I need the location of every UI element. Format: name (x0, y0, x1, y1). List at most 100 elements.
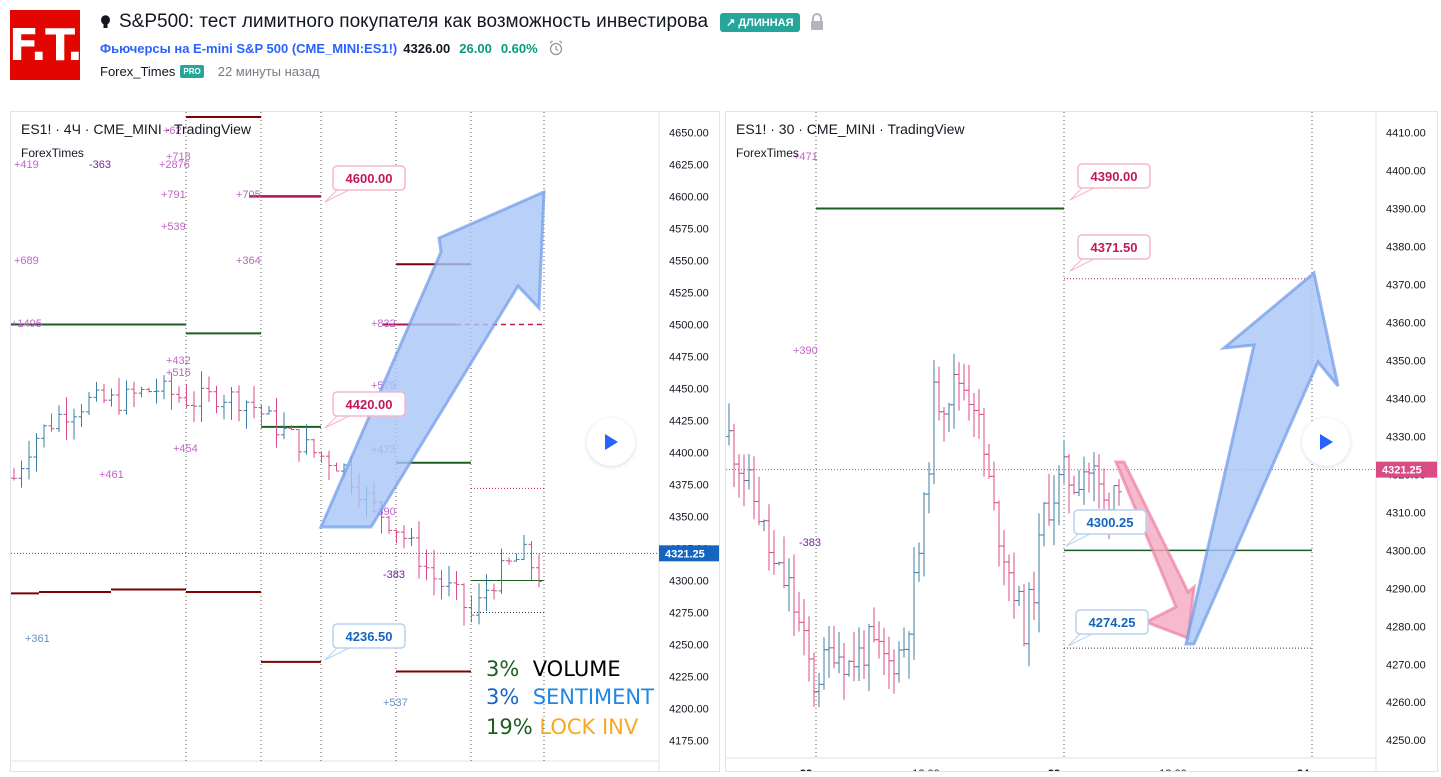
price-callout-label: 4420.00 (346, 397, 393, 412)
price-callout-box (332, 623, 406, 649)
y-tick-label: 4300.00 (669, 576, 709, 588)
y-tick-label: 4390.00 (1386, 204, 1426, 216)
idea-title: S&P500: тест лимитного покупателя как во… (100, 11, 824, 33)
chart-pane-4h[interactable]: 4650.00 4625.00 4600.00 4575.00 4550.00 4525.… (10, 111, 720, 772)
forecast-arrow (1184, 270, 1340, 646)
price-callout-box (332, 165, 406, 191)
price-callout-box (1073, 509, 1147, 535)
y-tick-label: 4330.00 (1386, 431, 1426, 443)
chart-pane-30m[interactable]: 4410.00 4400.00 4390.00 4380.00 4370.00 4360.… (725, 111, 1438, 772)
y-tick-label: 4350.00 (669, 512, 709, 524)
volume-label: +454 (173, 443, 198, 455)
volume-label: +689 (14, 255, 39, 267)
pro-badge: PRO (180, 65, 204, 78)
y-tick-label: 4475.00 (669, 351, 709, 363)
y-tick-label: 4280.00 (1386, 621, 1426, 633)
last-price-marker (1376, 461, 1437, 478)
volume-label: +364 (236, 255, 261, 267)
long-badge: ↗ ДЛИННАЯ (720, 12, 800, 32)
volume-label: +2876 (159, 159, 190, 171)
y-tick-label: 4290.00 (1386, 583, 1426, 595)
forecast-arrow (1113, 460, 1196, 641)
callout-pointer (1069, 187, 1095, 201)
x-tick-label: 23 (1048, 768, 1060, 771)
symbol-row: Фьючерсы на E-mini S&P 500 (CME_MINI:ES1… (100, 40, 564, 56)
y-tick-label: 4380.00 (1386, 242, 1426, 254)
y-tick-label: 4575.00 (669, 223, 709, 235)
forex-times-logo[interactable]: F.T. (9, 10, 83, 80)
play-button[interactable] (587, 418, 635, 466)
price-callout-label: 4236.50 (346, 629, 393, 644)
price-callout-box (1075, 609, 1149, 635)
y-tick-label: 4360.00 (1386, 317, 1426, 329)
volume-label: -383 (799, 537, 821, 549)
y-tick-label: 4400.00 (1386, 166, 1426, 178)
volume-label: +432 (166, 355, 191, 367)
y-tick-label: 4175.00 (669, 736, 709, 748)
volume-label: +537 (383, 697, 408, 709)
volume-label: +390 (793, 345, 818, 357)
y-tick-label: 4310.00 (1386, 507, 1426, 519)
chart-sublegend: ForexTimes (21, 146, 84, 160)
volume-label: +461 (99, 469, 124, 481)
author-name[interactable]: Forex_Times (100, 64, 176, 79)
play-icon (605, 434, 618, 450)
y-tick-label: 4410.00 (1386, 128, 1426, 140)
last-price-label: 4321.25 (665, 548, 705, 560)
symbol-link[interactable]: Фьючерсы на E-mini S&P 500 (CME_MINI:ES1… (100, 40, 398, 56)
price-callout-label: 4300.25 (1087, 515, 1134, 530)
volume-label: +471 (793, 151, 818, 163)
price-callout-box (1077, 163, 1151, 189)
y-tick-label: 4400.00 (669, 447, 709, 459)
y-tick-label: 4200.00 (669, 704, 709, 716)
volume-label: -383 (383, 569, 405, 581)
indicator-lock-inv: 19% LOCK INV (486, 715, 639, 739)
chart-legend: ES1! · 4Ч · CME_MINI · TradingView (21, 121, 252, 137)
price-change: 26.00 (459, 40, 492, 56)
y-tick-label: 4340.00 (1386, 393, 1426, 405)
callout-pointer (1065, 533, 1091, 547)
chart-30m-canvas[interactable]: 4410.00 4400.00 4390.00 4380.00 4370.00 4360.… (726, 112, 1437, 771)
last-price-label: 4321.25 (1382, 465, 1422, 477)
y-tick-label: 4225.00 (669, 672, 709, 684)
y-tick-label: 4425.00 (669, 415, 709, 427)
published-time: 22 минуты назад (217, 64, 320, 79)
author-row: Forex_Times PRO 22 минуты назад (100, 64, 320, 79)
indicator-sentiment: 3% SENTIMENT (486, 685, 654, 709)
y-tick-label: 4300.00 (1386, 545, 1426, 557)
volume-label: +516 (166, 367, 191, 379)
last-price-marker (659, 545, 719, 562)
volume-label: +705 (236, 189, 261, 201)
chart-sublegend: ForexTimes (736, 146, 799, 160)
indicator-volume: 3% VOLUME (486, 657, 621, 681)
y-tick-label: 4375.00 (669, 480, 709, 492)
x-tick-label: 24 (1297, 768, 1310, 771)
y-tick-label: 4525.00 (669, 287, 709, 299)
y-tick-label: 4250.00 (669, 640, 709, 652)
lightbulb-icon (101, 14, 110, 28)
callout-pointer (324, 647, 350, 661)
callout-pointer (1069, 258, 1095, 272)
last-price: 4326.00 (403, 40, 451, 56)
price-callout-label: 4371.50 (1091, 240, 1138, 255)
price-callout-box (332, 391, 406, 417)
callout-pointer (1067, 633, 1093, 647)
chart-4h-canvas[interactable]: 4650.00 4625.00 4600.00 4575.00 4550.00 4525.… (11, 112, 719, 771)
x-tick-label: 22 (800, 768, 812, 771)
callout-pointer (324, 415, 350, 429)
volume-label: +419 (14, 159, 39, 171)
x-tick-label: 12:00 (912, 768, 940, 771)
price-callout-label: 4390.00 (1091, 169, 1138, 184)
price-callout-label: 4274.25 (1089, 615, 1136, 630)
volume-label: +1495 (11, 318, 42, 330)
volume-label: +832 (371, 318, 396, 330)
y-tick-label: 4260.00 (1386, 697, 1426, 709)
play-button[interactable] (1302, 418, 1350, 466)
price-callout-box (1077, 234, 1151, 260)
y-tick-label: 4500.00 (669, 319, 709, 331)
alarm-clock-icon[interactable] (548, 40, 564, 56)
y-tick-label: 4275.00 (669, 608, 709, 620)
y-tick-label: 4550.00 (669, 255, 709, 267)
callout-pointer (324, 189, 350, 203)
play-icon (1320, 434, 1333, 450)
